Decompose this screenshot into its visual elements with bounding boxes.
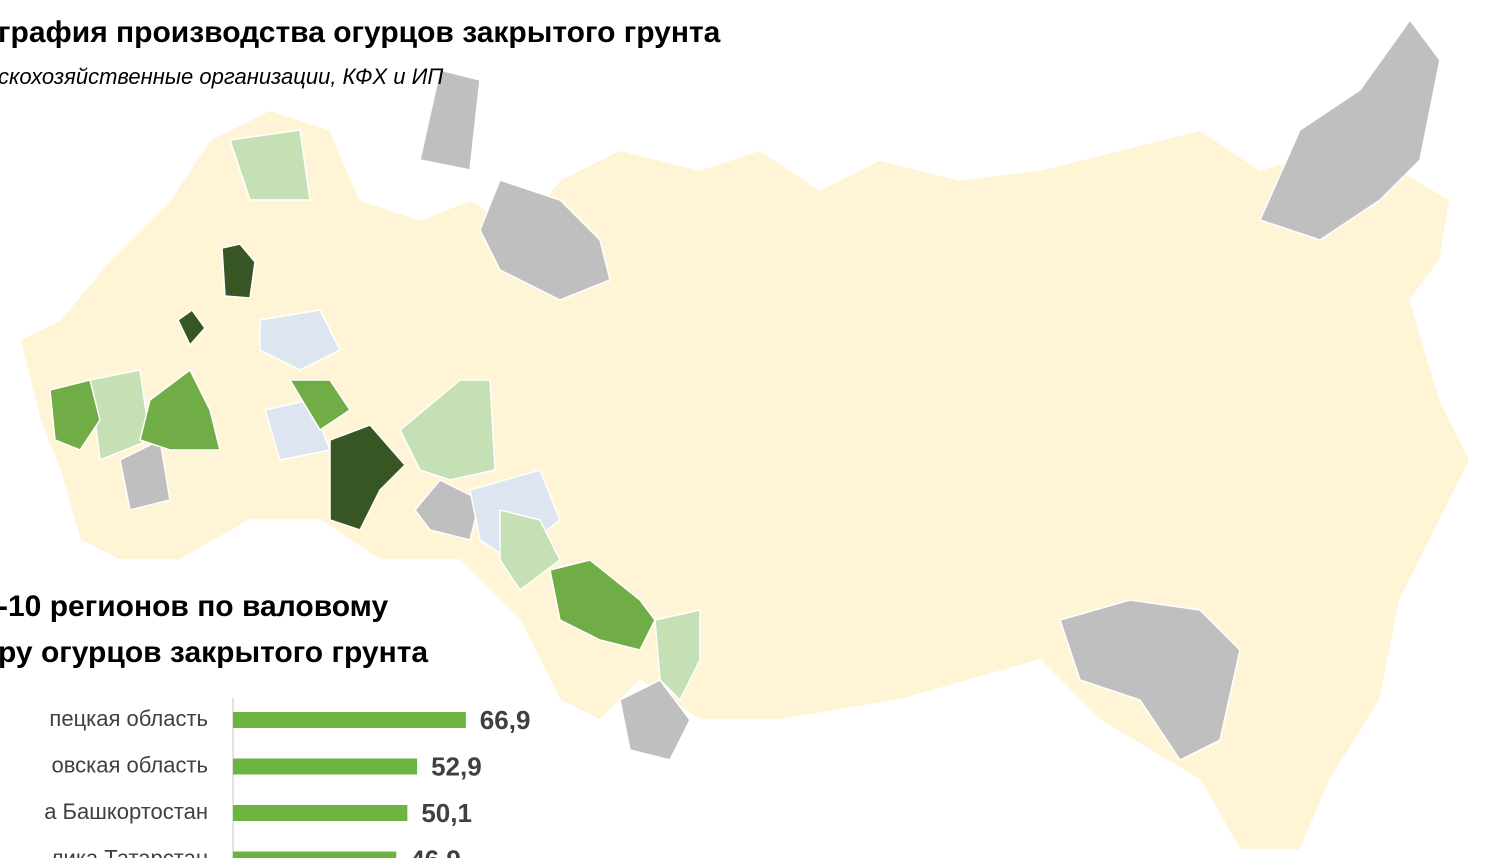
land <box>19 109 1471 851</box>
map-subtitle: скохозяйственные организации, КФХ и ИП <box>0 64 443 89</box>
region-green <box>139 368 221 451</box>
region-lightgreen <box>654 609 701 702</box>
region-dark <box>329 424 407 531</box>
region-gray <box>414 479 481 541</box>
category-label: лика Татарстан <box>51 845 208 858</box>
value-label: 46,9 <box>410 844 461 858</box>
category-label: пецкая область <box>49 706 208 731</box>
region-green <box>49 379 101 451</box>
region-gray <box>1059 599 1241 761</box>
region-green <box>549 559 656 651</box>
value-label: 66,9 <box>480 705 531 735</box>
region-lightgreen <box>499 509 561 592</box>
region-lightgreen <box>399 379 496 481</box>
bar <box>233 805 408 821</box>
region-gray <box>1258 18 1441 241</box>
region-green <box>288 379 352 432</box>
category-label: а Башкортостан <box>44 799 208 824</box>
region-gray <box>479 179 611 301</box>
region-lightgreen <box>229 129 311 201</box>
bar <box>233 758 418 775</box>
bar-title: -10 регионов по валовому <box>0 590 388 623</box>
region-gray <box>619 679 691 761</box>
region-gray <box>419 69 481 171</box>
bar-title: ру огурцов закрытого грунта <box>0 636 428 669</box>
region-blue <box>259 309 342 371</box>
value-label: 52,9 <box>431 751 482 781</box>
bar <box>233 851 397 858</box>
region-dark <box>221 243 256 299</box>
category-label: овская область <box>51 752 208 777</box>
map <box>19 18 1471 851</box>
region-gray <box>119 438 171 511</box>
bar <box>233 712 466 728</box>
value-label: 50,1 <box>421 798 472 828</box>
region-dark <box>177 308 206 347</box>
map-title: графия производства огурцов закрытого гр… <box>0 16 721 49</box>
